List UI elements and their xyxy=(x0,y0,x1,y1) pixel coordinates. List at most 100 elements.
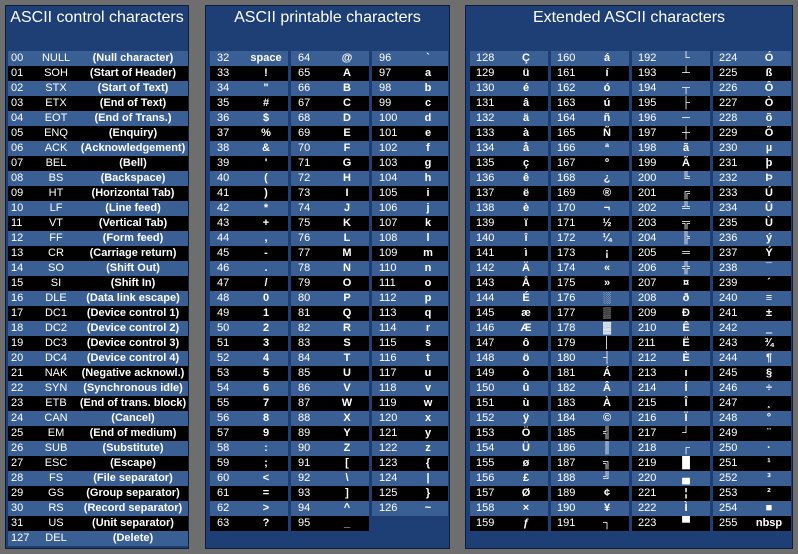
char-code: 05 xyxy=(11,127,24,139)
char-code: 194 xyxy=(638,82,657,94)
char-code: 239 xyxy=(719,277,738,289)
char-code: 153 xyxy=(476,427,495,439)
char-code: 227 xyxy=(719,97,738,109)
table-row: 241 ± xyxy=(713,306,791,321)
table-row: 54 6 xyxy=(210,381,288,396)
char-glyph: ( xyxy=(264,172,268,184)
char-code: 17 xyxy=(11,307,24,319)
table-row: 112 p xyxy=(372,291,448,306)
char-glyph: Ì xyxy=(684,502,688,514)
table-row: 05 ENQ (Enquiry) xyxy=(8,126,188,141)
table-row: 158 × xyxy=(470,501,548,516)
char-code: 94 xyxy=(298,502,311,514)
table-row: 95 _ xyxy=(291,516,369,531)
char-code: 186 xyxy=(557,442,576,454)
char-code: 185 xyxy=(557,427,576,439)
char-glyph: Á xyxy=(603,367,611,379)
table-row: 122 z xyxy=(372,441,448,456)
char-code: 32 xyxy=(217,52,230,64)
char-glyph: m xyxy=(423,247,433,259)
table-row: 169 ® xyxy=(551,186,629,201)
table-row: 170 ¬ xyxy=(551,201,629,216)
char-glyph: Q xyxy=(342,307,352,319)
char-code: 45 xyxy=(217,247,230,259)
table-row: 74 J xyxy=(291,201,369,216)
char-glyph: _ xyxy=(343,517,351,529)
table-row: 160 á xyxy=(551,51,629,66)
char-glyph: ] xyxy=(345,487,349,499)
char-code: 217 xyxy=(638,427,657,439)
char-glyph: ' xyxy=(264,157,268,169)
char-code: 206 xyxy=(638,262,657,274)
char-code: 60 xyxy=(217,472,230,484)
char-glyph: Ë xyxy=(682,337,690,349)
char-code: 63 xyxy=(217,517,230,529)
table-row: 144 É xyxy=(470,291,548,306)
table-row: 179 │ xyxy=(551,336,629,351)
table-row: 242 ‗ xyxy=(713,321,791,336)
table-row: 39 ' xyxy=(210,156,288,171)
table-row: 171 ½ xyxy=(551,216,629,231)
char-description: (Enquiry) xyxy=(108,127,158,139)
table-row: 143 Å xyxy=(470,276,548,291)
char-glyph: ¸ xyxy=(767,397,771,409)
char-glyph: e xyxy=(424,127,432,139)
char-glyph: > xyxy=(262,502,270,514)
char-glyph: l xyxy=(426,232,430,244)
table-row: 145 æ xyxy=(470,306,548,321)
char-code: 37 xyxy=(217,127,230,139)
char-code: 15 xyxy=(11,277,24,289)
table-row: 124 | xyxy=(372,471,448,486)
char-code: 253 xyxy=(719,487,738,499)
char-glyph: ı xyxy=(684,367,688,379)
char-code: 137 xyxy=(476,187,495,199)
char-code: 01 xyxy=(11,67,24,79)
char-glyph: Â xyxy=(603,382,611,394)
char-description: (Horizontal Tab) xyxy=(91,187,175,199)
char-code: 27 xyxy=(11,457,24,469)
char-abbreviation: BEL xyxy=(45,157,67,169)
char-description: (Vertical Tab) xyxy=(98,217,168,229)
table-row: 232 Þ xyxy=(713,171,791,186)
table-row: 132 ä xyxy=(470,111,548,126)
table-row: 168 ¿ xyxy=(551,171,629,186)
char-glyph: ╬ xyxy=(682,262,690,274)
table-row: 67 C xyxy=(291,96,369,111)
table-row: 218 ┌ xyxy=(632,441,710,456)
char-code: 109 xyxy=(379,247,398,259)
char-glyph: │ xyxy=(603,337,611,349)
char-glyph: @ xyxy=(341,52,353,64)
char-glyph: 2 xyxy=(262,322,270,334)
char-code: 156 xyxy=(476,472,495,484)
table-row: 227 Ò xyxy=(713,96,791,111)
char-code: 105 xyxy=(379,187,398,199)
table-row: 203 ╦ xyxy=(632,216,710,231)
char-code: 49 xyxy=(217,307,230,319)
table-row: 13 CR (Carriage return) xyxy=(8,246,188,261)
char-code: 134 xyxy=(476,142,495,154)
table-row: 251 ¹ xyxy=(713,456,791,471)
table-row: 42 * xyxy=(210,201,288,216)
char-description: (End of Trans.) xyxy=(94,112,172,124)
char-code: 98 xyxy=(379,82,392,94)
table-row: 92 \ xyxy=(291,471,369,486)
table-row: 205 ═ xyxy=(632,246,710,261)
char-code: 64 xyxy=(298,52,311,64)
char-code: 154 xyxy=(476,442,495,454)
char-glyph: ò xyxy=(522,367,530,379)
char-code: 135 xyxy=(476,157,495,169)
char-code: 09 xyxy=(11,187,24,199)
table-row: 234 Û xyxy=(713,201,791,216)
char-code: 114 xyxy=(379,322,397,334)
char-code: 215 xyxy=(638,397,657,409)
char-glyph: n xyxy=(424,262,432,274)
char-glyph: < xyxy=(262,472,270,484)
char-code: 68 xyxy=(298,112,311,124)
char-code: 31 xyxy=(11,517,24,529)
char-abbreviation: ESC xyxy=(44,457,68,469)
table-row: 37% xyxy=(210,126,288,141)
table-row: 90 Z xyxy=(291,441,369,456)
table-row: 71 G xyxy=(291,156,369,171)
char-code: 236 xyxy=(719,232,738,244)
char-glyph: Ð xyxy=(682,307,690,319)
